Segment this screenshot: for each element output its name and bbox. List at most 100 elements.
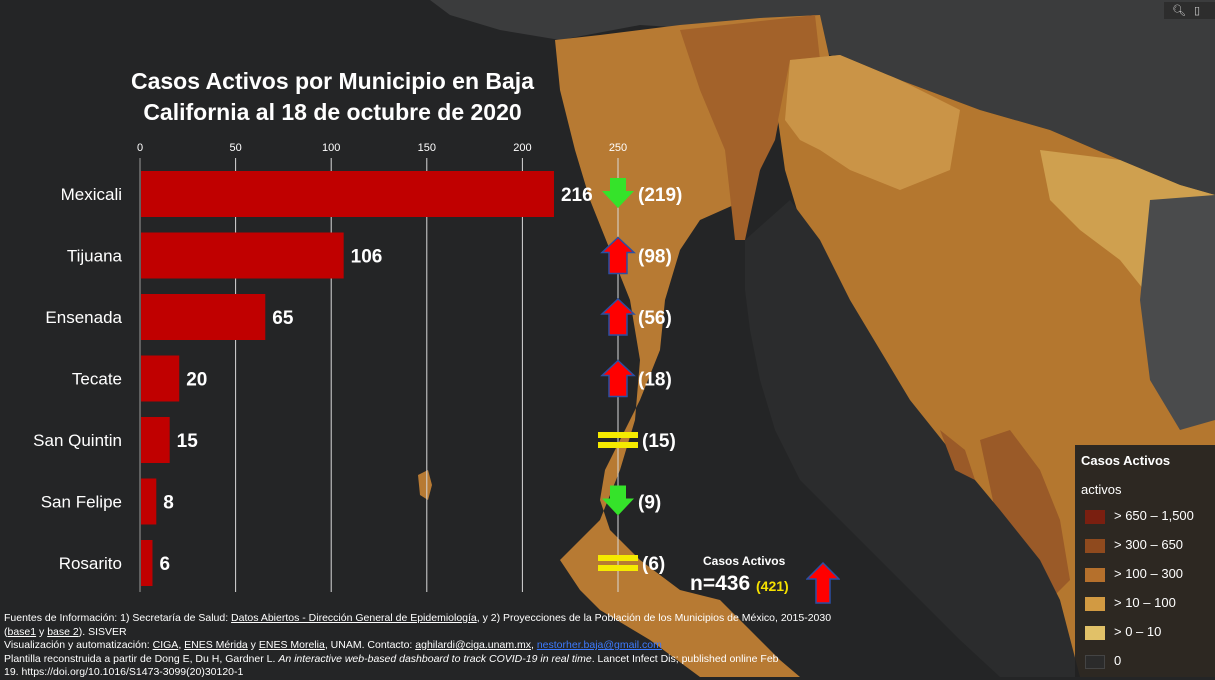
bar[interactable]	[141, 355, 180, 402]
bar[interactable]	[141, 417, 170, 463]
value-label: 65	[272, 308, 294, 329]
bar-chart: 0 50 100 150 200 250 Mexicali 216 (219) Tijuana 10…	[33, 142, 682, 592]
legend-label: > 10 – 100	[1114, 595, 1176, 610]
category-label: Rosarito	[59, 554, 122, 573]
footer-link-base1[interactable]: base1	[7, 625, 37, 638]
legend-swatch	[1085, 626, 1105, 640]
category-label: Ensenada	[45, 308, 122, 327]
x-tick-label: 150	[418, 142, 436, 154]
footer-line-1: Fuentes de Información: 1) Secretaría de…	[4, 612, 964, 626]
x-tick-label: 0	[137, 142, 143, 154]
legend-subtitle: activos	[1081, 482, 1122, 497]
footer-text: y	[36, 625, 48, 638]
map-island	[418, 470, 432, 500]
bar[interactable]	[141, 294, 266, 340]
footer-link-email-gmail[interactable]: nestorher.baja@gmail.com	[536, 639, 662, 651]
map-region-sonora-north	[785, 55, 960, 190]
x-tick-label: 200	[513, 142, 531, 154]
footer-link-ciga[interactable]: CIGA	[152, 639, 179, 651]
footer-text: ,	[530, 639, 537, 651]
chart-title-line-1: Casos Activos por Municipio en Baja	[130, 68, 534, 94]
bookmark-icon[interactable]: ▯	[1194, 5, 1201, 17]
legend-label: > 300 – 650	[1114, 537, 1184, 552]
legend-swatch	[1085, 568, 1105, 582]
legend-swatch	[1085, 539, 1105, 553]
value-label: 106	[351, 247, 383, 268]
footer-link-email-ciga[interactable]: aghilardi@ciga.unam.mx	[415, 639, 531, 651]
category-label: Tijuana	[67, 247, 123, 266]
map-region-chihuahua	[1140, 195, 1215, 430]
map-legend: Casos Activos activos > 650 – 1,500 > 30…	[1075, 445, 1215, 677]
value-label: 216	[561, 185, 593, 206]
footer-link-base2[interactable]: base 2	[47, 625, 79, 638]
footer-link-enes-merida[interactable]: ENES Mérida	[184, 639, 248, 651]
legend-title: Casos Activos	[1081, 453, 1171, 468]
footer-text: y	[247, 639, 259, 651]
footer-text: ,	[178, 639, 185, 651]
footer-text: (	[4, 625, 8, 638]
footer-text: Plantilla reconstruida a partir de Dong …	[4, 652, 279, 665]
summary-trend-up-icon	[806, 562, 840, 604]
chart-title-line-2: California al 18 de octubre de 2020	[143, 99, 522, 125]
footer-text: , UNAM. Contacto:	[324, 639, 416, 651]
bar[interactable]	[141, 171, 554, 217]
x-tick-label: 100	[322, 142, 340, 154]
previous-value-label: (98)	[638, 247, 672, 268]
footer-text: ). SISVER	[78, 625, 127, 638]
map-region-mexicali	[680, 15, 820, 240]
category-label: Tecate	[72, 370, 122, 389]
search-icon[interactable]: 🔍︎	[1172, 5, 1186, 17]
bar[interactable]	[141, 232, 344, 279]
sources-footer: Fuentes de Información: 1) Secretaría de…	[4, 612, 964, 680]
footer-text: . Lancet Infect Dis; published online Fe…	[591, 652, 779, 665]
legend-swatch	[1085, 655, 1105, 669]
trend-up-icon	[600, 359, 636, 398]
legend-label: > 100 – 300	[1114, 566, 1184, 581]
category-label: San Quintin	[33, 431, 122, 450]
trend-equal-icon	[598, 565, 638, 571]
legend-swatch	[1085, 510, 1105, 524]
category-label: San Felipe	[41, 493, 122, 512]
previous-value-label: (219)	[638, 185, 682, 206]
x-tick-label: 250	[609, 142, 627, 154]
trend-equal-icon	[598, 442, 638, 448]
trend-up-icon	[600, 297, 636, 336]
map-region-usa	[430, 0, 1215, 195]
summary-total: n=436	[690, 572, 751, 595]
legend-label: > 0 – 10	[1114, 624, 1162, 639]
footer-link-enes-morelia[interactable]: ENES Morelia	[258, 639, 325, 651]
value-label: 6	[159, 554, 170, 575]
value-label: 8	[163, 493, 174, 514]
value-label: 15	[177, 431, 199, 452]
previous-value-label: (56)	[638, 308, 672, 329]
footer-text: Fuentes de Información: 1) Secretaría de…	[4, 612, 232, 624]
footer-line-4: Plantilla reconstruida a partir de Dong …	[4, 653, 964, 667]
summary-previous: (421)	[756, 578, 789, 594]
bar[interactable]	[141, 478, 157, 525]
legend-label: > 650 – 1,500	[1114, 508, 1194, 523]
footer-line-5: 19. https://doi.org/10.1016/S1473-3099(2…	[4, 666, 244, 678]
footer-text: , y 2) Proyecciones de la Población de l…	[476, 612, 832, 624]
map-region-baja-sur	[980, 430, 1070, 600]
map-toolbar: 🔍︎ ▯	[1164, 2, 1215, 19]
previous-value-label: (6)	[642, 554, 665, 575]
trend-equal-icon	[598, 432, 638, 438]
legend-swatch	[1085, 597, 1105, 611]
footer-text: Visualización y automatización:	[4, 639, 153, 651]
footer-link-datos-abiertos[interactable]: Datos Abiertos - Dirección General de Ep…	[231, 612, 477, 624]
trend-down-icon	[602, 485, 634, 516]
map-gulf-of-california	[745, 200, 1080, 677]
value-label: 20	[186, 370, 207, 391]
bar[interactable]	[141, 540, 153, 586]
x-tick-label: 50	[229, 142, 241, 154]
previous-value-label: (18)	[638, 370, 672, 391]
chart-title: Casos Activos por Municipio en Baja Cali…	[100, 66, 565, 128]
footer-line-3: Visualización y automatización: CIGA, EN…	[4, 639, 964, 653]
summary-title: Casos Activos	[703, 554, 786, 568]
trend-down-icon	[602, 178, 634, 208]
previous-value-label: (15)	[642, 431, 676, 452]
footer-line-2: (base1 y base 2). SISVER	[4, 626, 964, 640]
previous-value-label: (9)	[638, 493, 661, 514]
legend-label: 0	[1114, 653, 1122, 668]
map-island-small	[940, 430, 975, 480]
